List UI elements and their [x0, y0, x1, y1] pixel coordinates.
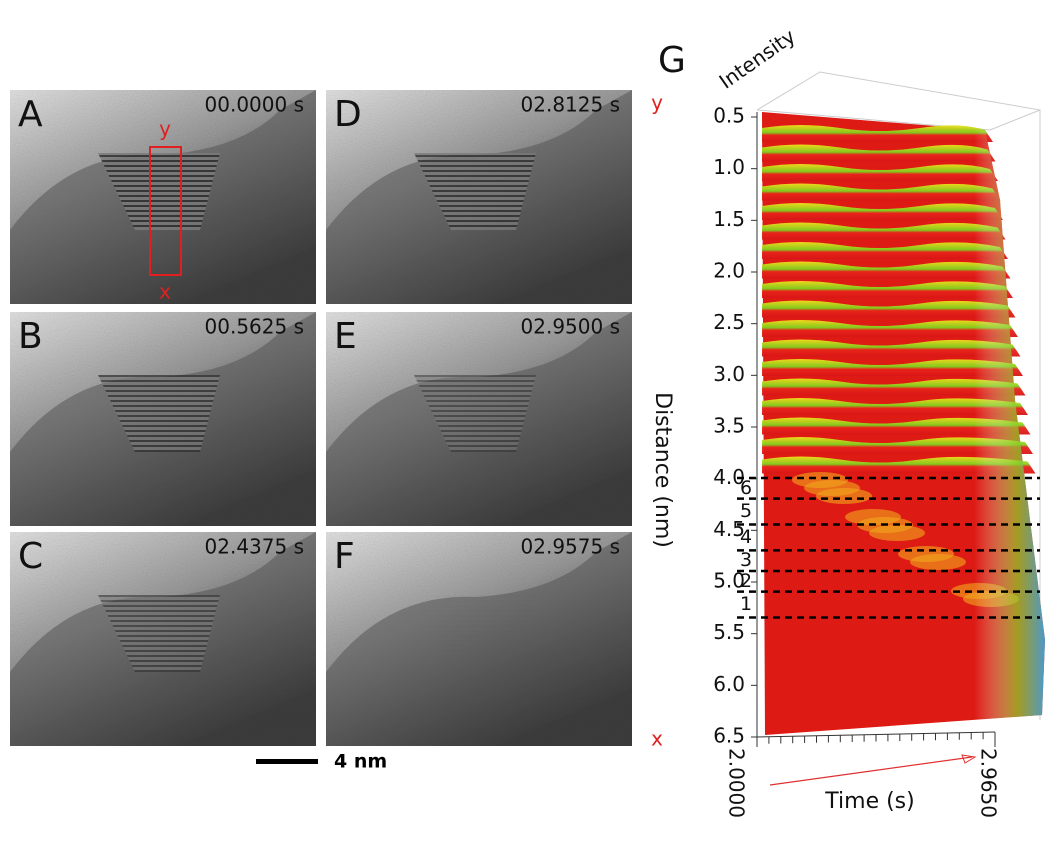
timestamp: 02.8125 s: [521, 93, 620, 117]
y-tick-label: 2.5: [713, 310, 745, 334]
surface-plot: 0.51.01.52.02.53.03.54.04.55.05.56.06.52…: [650, 24, 1045, 818]
lattice: [98, 153, 220, 230]
tem-image: C 02.4375 s: [10, 532, 316, 746]
y-tick-label: 5.0: [713, 569, 745, 593]
panel-label: E: [334, 316, 357, 357]
lattice: [414, 375, 536, 452]
y-tick-label: 1.0: [713, 155, 745, 179]
layer-label: 6: [740, 477, 752, 499]
y-tick-label: 6.0: [713, 672, 745, 696]
layer-label: 4: [740, 526, 752, 548]
y-tick-label: 1.5: [713, 207, 745, 231]
panel-label: B: [18, 316, 43, 357]
tem-image: B 00.5625 s: [10, 312, 316, 526]
surface-edge: [762, 112, 1045, 735]
y-tick-label: 3.0: [713, 362, 745, 386]
roi-box: [149, 146, 182, 276]
y-tick-label: 6.5: [713, 724, 745, 748]
tem-panels: A 00.0000 s D 02.8125 s B 00.5625 s E 02.9500 s…: [10, 90, 632, 773]
panel-label: D: [334, 94, 362, 135]
y-tick-label: 2.0: [713, 259, 745, 283]
roi-top-label: y: [159, 117, 171, 141]
layer-label: 2: [740, 570, 752, 592]
x-tick-label: 2.9650: [977, 748, 1001, 818]
y-axis-label: Distance (nm): [650, 392, 675, 548]
tem-image: F 02.9575 s: [326, 532, 632, 746]
y-tick-label: 3.5: [713, 414, 745, 438]
tem-image: D 02.8125 s: [326, 90, 632, 304]
y-tick-label: 4.5: [713, 517, 745, 541]
timestamp: 00.5625 s: [205, 315, 304, 339]
panel-label: C: [18, 536, 43, 577]
y-tick-label: 0.5: [713, 104, 745, 128]
timestamp: 00.0000 s: [205, 93, 304, 117]
lattice: [414, 153, 536, 230]
timestamp: 02.9500 s: [521, 315, 620, 339]
tem-image: A 00.0000 s: [10, 90, 316, 304]
particle-dome: [326, 532, 632, 746]
panel-label: A: [18, 94, 43, 135]
tem-image: E 02.9500 s: [326, 312, 632, 526]
layer-label: 3: [740, 549, 752, 571]
z-axis-label: Intensity: [715, 24, 800, 94]
x-axis-label: Time (s): [824, 789, 914, 814]
arrow-head: [961, 754, 977, 764]
layer-label: 5: [740, 500, 752, 522]
time-arrow: [769, 756, 973, 786]
lattice: [98, 595, 220, 672]
panel-label: G: [658, 40, 686, 81]
x-tick-label: 2.0000: [725, 748, 749, 818]
lattice: [98, 375, 220, 452]
y-end-bottom: x: [651, 727, 663, 751]
timestamp: 02.4375 s: [205, 535, 304, 559]
roi-bottom-label: x: [159, 280, 171, 304]
panel-label: F: [334, 536, 355, 577]
y-end-top: y: [651, 91, 663, 115]
y-tick-label: 5.5: [713, 620, 745, 644]
timestamp: 02.9575 s: [521, 535, 620, 559]
scale-label: 4 nm: [334, 751, 387, 773]
scale-bar: [256, 759, 318, 764]
layer-label: 1: [740, 593, 752, 615]
